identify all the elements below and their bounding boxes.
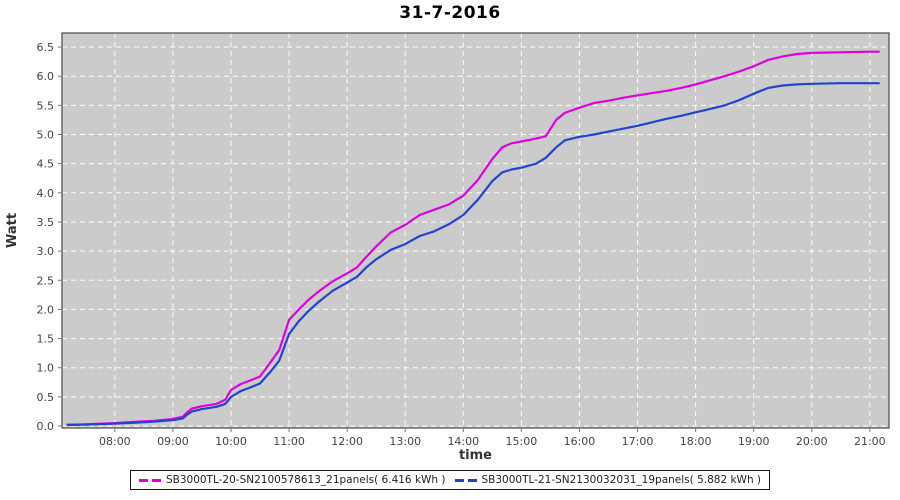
y-tick-label: 4.0 [37, 187, 55, 200]
x-tick-label: 17:00 [622, 435, 654, 448]
plot-border [61, 32, 890, 429]
y-tick-label: 2.5 [37, 274, 55, 287]
legend-item-series2: SB3000TL-21-SN2130032031_19panels( 5.882… [454, 474, 762, 486]
legend: SB3000TL-20-SN2100578613_21panels( 6.416… [0, 470, 900, 490]
y-axis-title: Watt [5, 213, 20, 248]
y-tick-label: 2.0 [37, 303, 55, 316]
x-tick-label: 18:00 [680, 435, 712, 448]
series-line-2 [66, 82, 880, 426]
legend-box: SB3000TL-20-SN2100578613_21panels( 6.416… [129, 470, 771, 490]
x-tick-label: 15:00 [506, 435, 538, 448]
x-tick-label: 12:00 [331, 435, 363, 448]
chart-title: 31-7-2016 [399, 3, 501, 23]
y-tick-label: 0.0 [37, 420, 55, 433]
y-tick-label: 1.5 [37, 333, 55, 346]
y-tick-label: 3.0 [37, 245, 55, 258]
plot-area: 08:00 09:00 10:00 11:00 12:00 13:00 14:00 15:00… [5, 32, 890, 463]
x-tick-label: 11:00 [273, 435, 305, 448]
legend-label-series1: SB3000TL-20-SN2100578613_21panels( 6.416… [165, 474, 446, 486]
x-axis-title: time [459, 448, 492, 463]
y-tick-label: 5.0 [37, 129, 55, 142]
x-tick-label: 20:00 [796, 435, 828, 448]
plot-background [62, 33, 889, 428]
x-tick-label: 13:00 [389, 435, 421, 448]
x-tick-label: 10:00 [215, 435, 247, 448]
x-tick-label: 08:00 [99, 435, 131, 448]
x-tick-label: 14:00 [447, 435, 479, 448]
y-tick-label: 1.0 [37, 362, 55, 375]
series-line-1 [66, 50, 880, 426]
y-tick-label: 6.5 [37, 41, 55, 54]
x-tick-label: 19:00 [738, 435, 770, 448]
legend-label-series2: SB3000TL-21-SN2130032031_19panels( 5.882… [481, 474, 762, 486]
y-tick-label: 3.5 [37, 216, 55, 229]
y-tick-label: 4.5 [37, 158, 55, 171]
x-tick-label: 16:00 [564, 435, 596, 448]
y-tick-label: 5.5 [37, 99, 55, 112]
x-tick-label: 21:00 [854, 435, 886, 448]
series2-line-marker-icon [454, 478, 477, 482]
legend-item-series1: SB3000TL-20-SN2100578613_21panels( 6.416… [138, 474, 446, 486]
y-tick-label: 0.5 [37, 391, 55, 404]
series1-line-marker-icon [138, 478, 161, 482]
x-tick-label: 09:00 [157, 435, 189, 448]
y-tick-label: 6.0 [37, 70, 55, 83]
